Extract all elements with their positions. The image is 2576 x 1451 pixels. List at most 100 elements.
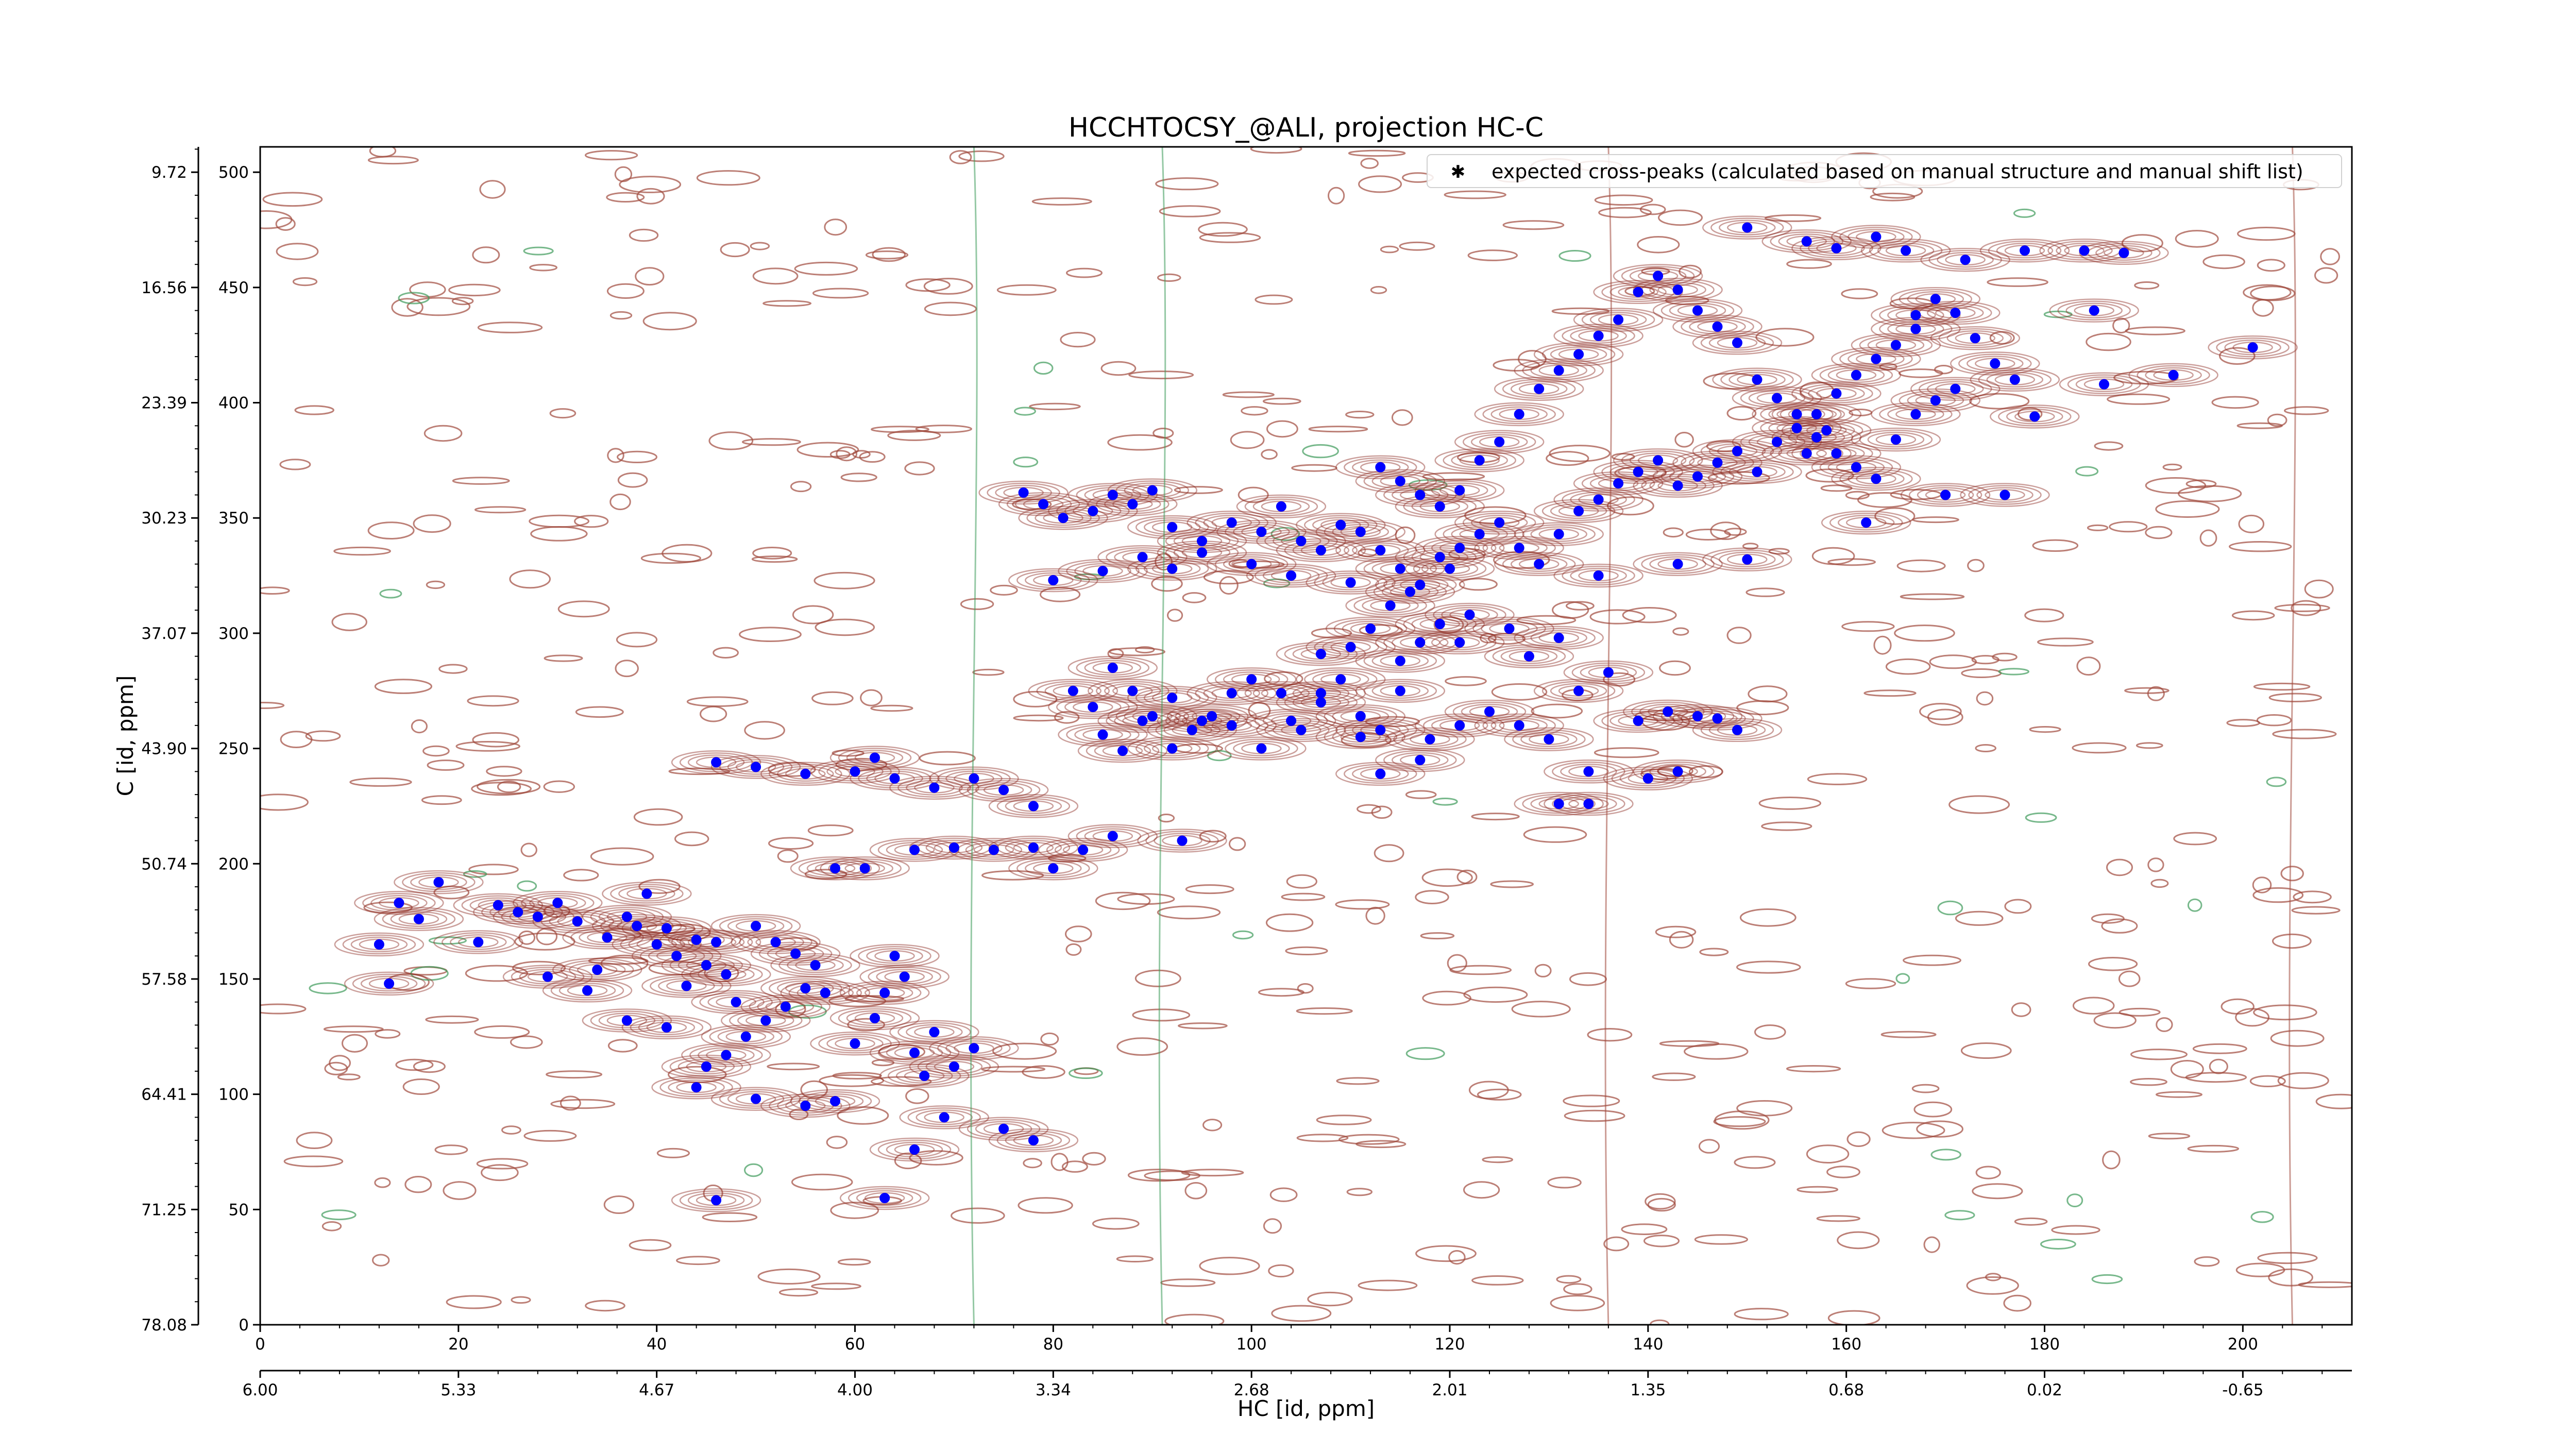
- peak-contour: [887, 1066, 961, 1086]
- cross-peak-marker: [1593, 330, 1604, 341]
- noise-contour: [812, 288, 869, 299]
- noise-contour: [2314, 267, 2338, 284]
- negative-contour: [2043, 310, 2073, 318]
- noise-contour: [2187, 1144, 2240, 1153]
- noise-contour: [1657, 765, 1693, 777]
- noise-contour: [1264, 671, 1303, 686]
- cross-peak-marker: [948, 1061, 959, 1072]
- cross-peak-marker: [1385, 600, 1396, 611]
- noise-contour: [1713, 1116, 1766, 1127]
- peak-contour: [1195, 512, 1268, 533]
- peak-contour: [1968, 485, 2042, 505]
- noise-contour: [1117, 893, 1175, 905]
- noise-contour: [305, 730, 341, 742]
- noise-contour: [2235, 1262, 2285, 1277]
- cross-peak-marker: [1088, 702, 1098, 713]
- cross-peak-marker: [1672, 559, 1683, 569]
- peak-contour: [1044, 683, 1102, 699]
- peak-contour: [1732, 386, 1822, 410]
- peak-contour: [1550, 503, 1607, 519]
- noise-contour: [1116, 1255, 1154, 1262]
- noise-contour: [1706, 440, 1741, 452]
- peak-contour: [1371, 683, 1429, 699]
- x-ppm-tick-label: 2.68: [1234, 1381, 1269, 1399]
- cross-peak-marker: [1791, 409, 1802, 419]
- noise-contour: [1511, 1001, 1571, 1018]
- peak-contour: [1421, 561, 1479, 577]
- peak-contour: [1562, 565, 1635, 586]
- peak-contour: [679, 1190, 753, 1210]
- noise-contour: [2178, 485, 2242, 502]
- noise-contour: [1493, 359, 1540, 372]
- negative-contour: [2025, 812, 2057, 823]
- noise-contour: [1748, 685, 1788, 703]
- peak-contour: [1848, 470, 1905, 487]
- legend: ✱ expected cross-peaks (calculated based…: [1427, 154, 2342, 188]
- noise-contour: [1482, 1156, 1513, 1163]
- peak-contour: [1097, 545, 1188, 569]
- noise-contour: [1100, 361, 1137, 376]
- noise-contour: [438, 664, 468, 674]
- noise-contour: [1903, 954, 1961, 966]
- noise-contour: [1471, 813, 1520, 821]
- noise-contour: [530, 526, 588, 542]
- noise-contour: [1972, 1183, 2023, 1200]
- cross-peak-marker: [1137, 552, 1148, 563]
- noise-contour: [1598, 207, 1652, 218]
- peak-contour: [709, 1026, 783, 1047]
- negative-contour: [463, 870, 487, 878]
- noise-contour: [2125, 326, 2185, 335]
- cross-peak-marker: [1048, 575, 1059, 585]
- peak-contour: [739, 932, 812, 952]
- noise-contour: [1755, 328, 1815, 347]
- noise-contour: [1603, 672, 1636, 687]
- noise-contour: [2274, 603, 2330, 612]
- noise-contour: [1399, 241, 1435, 251]
- peak-contour: [1887, 406, 1944, 423]
- peak-contour: [1827, 459, 1885, 476]
- peak-contour: [2067, 374, 2141, 395]
- noise-contour: [840, 473, 877, 482]
- peak-contour: [1223, 556, 1280, 572]
- noise-contour: [811, 1283, 861, 1290]
- peak-contour: [1206, 552, 1297, 576]
- peak-contour: [582, 904, 672, 929]
- noise-contour: [981, 870, 1044, 881]
- noise-contour: [1285, 946, 1328, 956]
- noise-contour: [1805, 468, 1854, 483]
- noise-contour: [1311, 628, 1352, 638]
- peak-contour: [1127, 556, 1217, 581]
- noise-contour: [767, 1062, 820, 1071]
- peak-contour: [1046, 840, 1120, 860]
- peak-contour: [1115, 480, 1190, 500]
- x-ppm-tick-label: 4.67: [639, 1381, 674, 1399]
- peak-contour: [1788, 406, 1845, 423]
- noise-contour: [2272, 729, 2337, 739]
- noise-contour: [425, 1015, 479, 1024]
- noise-contour: [497, 781, 521, 793]
- cross-peak-marker: [1910, 409, 1921, 419]
- peak-contour: [1710, 217, 1784, 238]
- noise-contour: [1960, 1042, 2012, 1059]
- peak-contour: [838, 748, 912, 768]
- cross-peak-marker: [2009, 374, 2020, 385]
- noise-contour: [590, 847, 654, 866]
- peak-contour: [1927, 305, 1984, 321]
- noise-contour: [1768, 548, 1790, 555]
- peak-contour: [1633, 474, 1723, 498]
- cross-peak-marker: [1732, 338, 1742, 348]
- peak-contour: [1928, 249, 2002, 270]
- noise-contour: [1736, 1100, 1793, 1117]
- noise-contour: [2072, 997, 2115, 1015]
- peak-contour: [648, 948, 705, 964]
- noise-contour: [1550, 1295, 1605, 1311]
- noise-contour: [807, 824, 854, 837]
- noise-contour: [1307, 1291, 1353, 1307]
- noise-contour: [844, 995, 904, 1003]
- noise-contour: [2003, 1294, 2031, 1312]
- peak-contour: [659, 1077, 733, 1098]
- cross-peak-marker: [1553, 365, 1564, 376]
- peak-contour: [1771, 402, 1862, 427]
- peak-contour: [2006, 409, 2063, 425]
- cross-peak-marker: [731, 997, 741, 1007]
